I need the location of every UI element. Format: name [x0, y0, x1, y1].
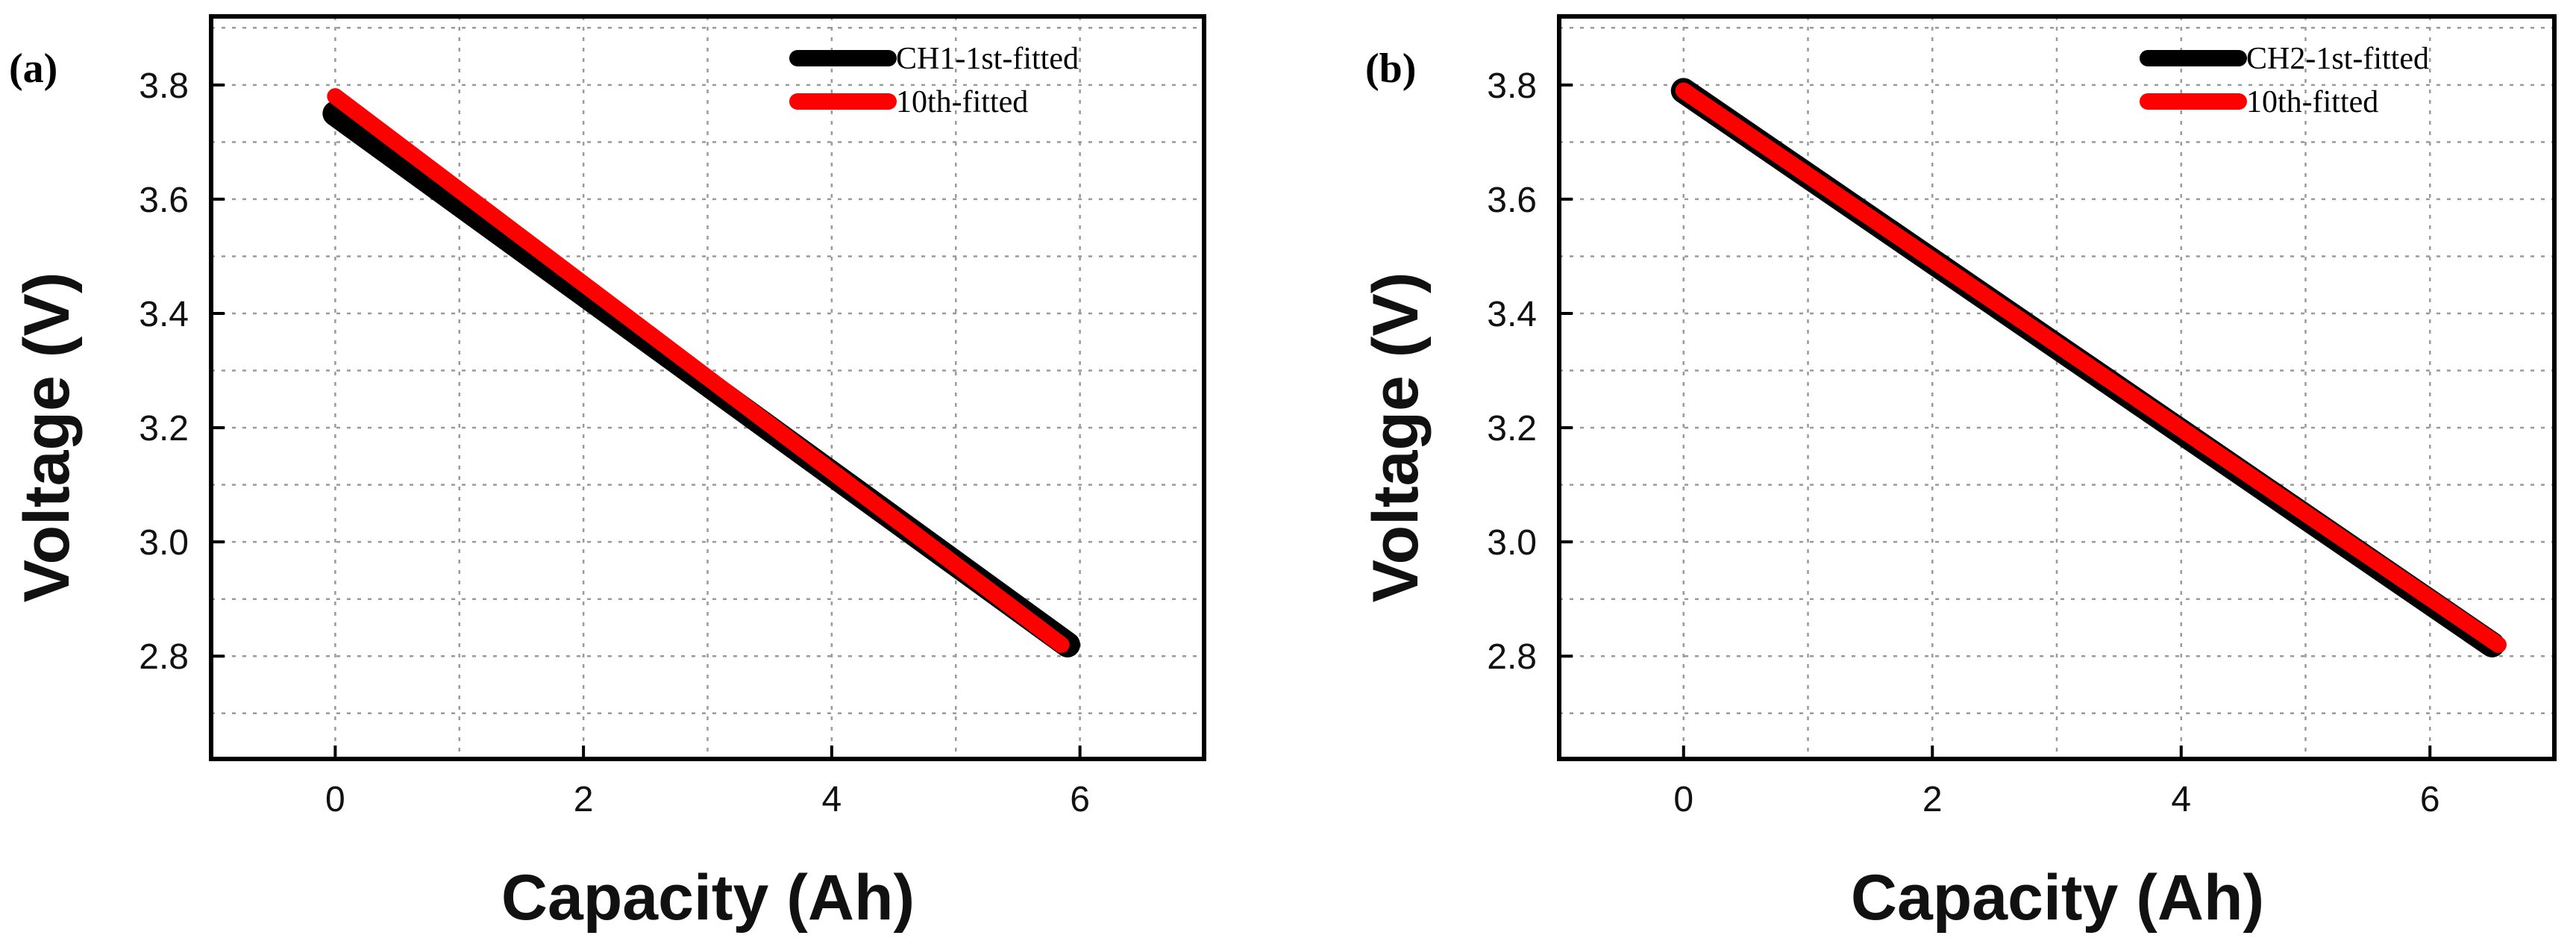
y-tick-label: 3.4 — [1487, 295, 1537, 334]
legend-b: CH2-1st-fitted 10th-fitted — [2140, 42, 2429, 119]
tick-group-a: 0 2 4 6 2.8 3.0 3.2 3.4 3.6 3.8 — [139, 66, 1090, 819]
y-tick-label: 3.8 — [1487, 66, 1537, 106]
y-tick-label: 3.2 — [139, 409, 189, 449]
series-group-b — [1670, 78, 2507, 657]
y-axis-title-b: Voltage (V) — [1360, 272, 1432, 603]
x-tick-label: 0 — [325, 780, 345, 819]
y-tick-label: 3.6 — [1487, 181, 1537, 220]
panel-label-b: (b) — [1365, 46, 1416, 92]
x-tick-label: 4 — [2171, 780, 2191, 819]
y-tick-label: 3.2 — [1487, 409, 1537, 449]
x-axis-title-a: Capacity (Ah) — [501, 862, 915, 934]
x-tick-label: 2 — [1922, 780, 1943, 819]
plot-frame-a — [209, 14, 1206, 761]
y-tick-label: 2.8 — [1487, 637, 1537, 677]
tick-group-b: 0 2 4 6 2.8 3.0 3.2 3.4 3.6 3.8 — [1487, 66, 2439, 819]
legend-label: 10th-fitted — [2246, 85, 2378, 119]
y-axis-title-a: Voltage (V) — [11, 272, 83, 603]
grid-b — [1559, 16, 2554, 759]
legend-label: 10th-fitted — [896, 85, 1028, 119]
y-tick-label: 3.0 — [1487, 523, 1537, 563]
legend-label: CH2-1st-fitted — [2246, 42, 2429, 76]
x-tick-label: 0 — [1673, 780, 1693, 819]
y-tick-label: 3.0 — [139, 523, 189, 563]
x-tick-label: 6 — [1070, 780, 1090, 819]
y-tick-label: 2.8 — [139, 637, 189, 677]
panel-label-a: (a) — [9, 46, 57, 92]
x-tick-label: 4 — [822, 780, 842, 819]
x-tick-label: 2 — [574, 780, 594, 819]
series-group-a — [322, 88, 1080, 657]
series-line-red-b — [1675, 82, 2507, 653]
x-axis-title-b: Capacity (Ah) — [1851, 862, 2264, 934]
x-tick-label: 6 — [2420, 780, 2440, 819]
plot-frame-rect-b — [1557, 14, 2557, 761]
y-tick-label: 3.8 — [139, 66, 189, 106]
plot-frame-b — [1557, 14, 2557, 761]
y-tick-label: 3.4 — [139, 295, 189, 334]
series-line-red-a — [327, 88, 1070, 653]
legend-label: CH1-1st-fitted — [896, 42, 1079, 76]
chart-panel-b: (b) Voltage (V) Capacity (Ah) 0 2 4 6 2.8 3.0… — [1360, 14, 2557, 934]
chart-panel-a: (a) Voltage (V) Capacity (Ah) 0 2 4 6 2.8 3.0… — [9, 14, 1206, 934]
plot-frame-rect-a — [209, 14, 1206, 761]
legend-a: CH1-1st-fitted 10th-fitted — [789, 42, 1079, 119]
y-tick-label: 3.6 — [139, 181, 189, 220]
grid-a — [211, 16, 1204, 759]
